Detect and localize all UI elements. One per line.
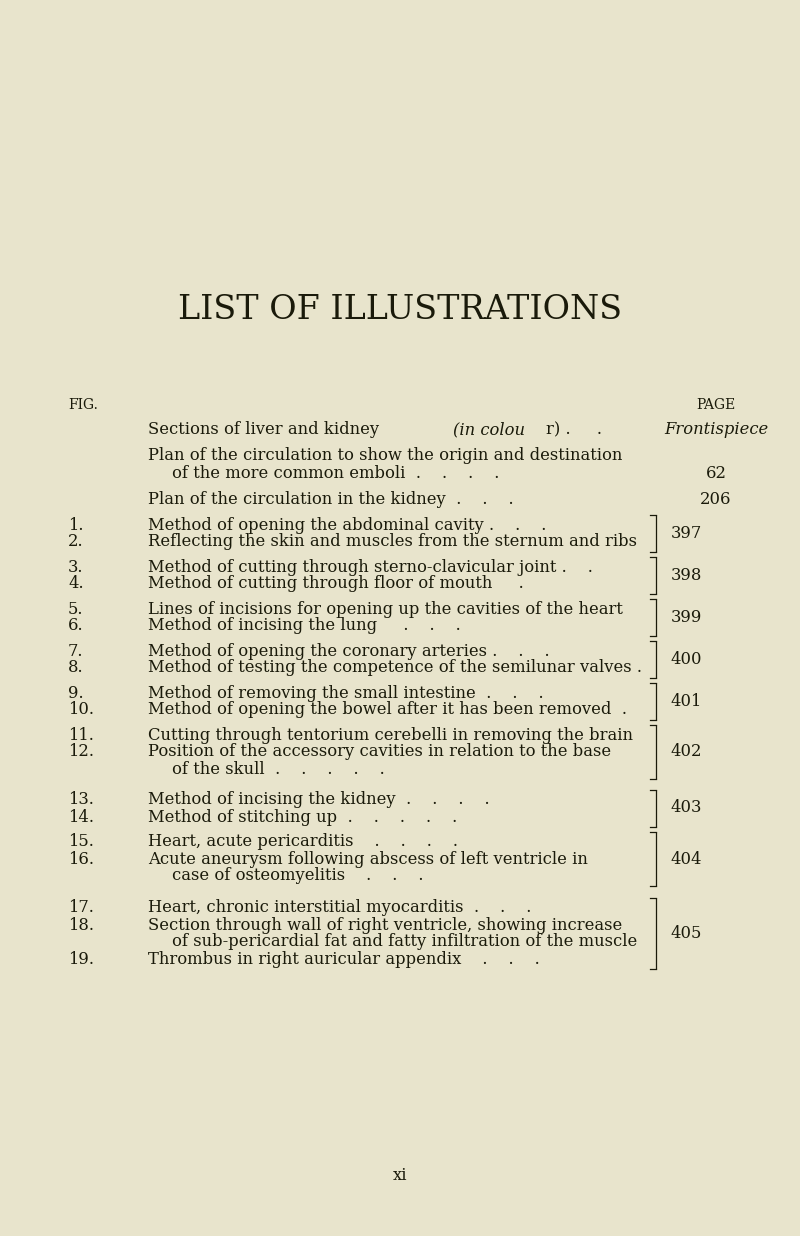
- Text: Method of cutting through floor of mouth     .: Method of cutting through floor of mouth…: [148, 576, 524, 592]
- Text: 19.: 19.: [68, 950, 94, 968]
- Text: 62: 62: [706, 466, 726, 482]
- Text: 8.: 8.: [68, 660, 84, 676]
- Text: 10.: 10.: [68, 702, 94, 718]
- Text: 7.: 7.: [68, 643, 83, 660]
- Text: Heart, chronic interstitial myocarditis  .    .    .: Heart, chronic interstitial myocarditis …: [148, 900, 531, 917]
- Text: 402: 402: [670, 744, 702, 760]
- Text: 2.: 2.: [68, 534, 84, 550]
- Text: Sections of liver and kidney: Sections of liver and kidney: [148, 421, 384, 439]
- Text: 4.: 4.: [68, 576, 84, 592]
- Text: LIST OF ILLUSTRATIONS: LIST OF ILLUSTRATIONS: [178, 294, 622, 326]
- Text: Lines of incisions for opening up the cavities of the heart: Lines of incisions for opening up the ca…: [148, 601, 623, 618]
- Text: 13.: 13.: [68, 791, 94, 808]
- Text: 403: 403: [670, 800, 702, 817]
- Text: 11.: 11.: [68, 727, 94, 744]
- Text: 400: 400: [670, 650, 702, 667]
- Text: Method of opening the bowel after it has been removed  .: Method of opening the bowel after it has…: [148, 702, 627, 718]
- Text: Method of removing the small intestine  .    .    .: Method of removing the small intestine .…: [148, 685, 544, 702]
- Text: 401: 401: [670, 692, 702, 709]
- Text: Method of opening the coronary arteries .    .    .: Method of opening the coronary arteries …: [148, 643, 550, 660]
- Text: 206: 206: [700, 491, 732, 508]
- Text: Method of incising the lung     .    .    .: Method of incising the lung . . .: [148, 618, 461, 634]
- Text: of the more common emboli  .    .    .    .: of the more common emboli . . . .: [172, 466, 499, 482]
- Text: 9.: 9.: [68, 685, 84, 702]
- Text: 404: 404: [670, 850, 702, 868]
- Text: r) .     .: r) . .: [546, 421, 602, 439]
- Text: case of osteomyelitis    .    .    .: case of osteomyelitis . . .: [172, 868, 423, 885]
- Text: Acute aneurysm following abscess of left ventricle in: Acute aneurysm following abscess of left…: [148, 850, 588, 868]
- Text: 5.: 5.: [68, 601, 83, 618]
- Text: Plan of the circulation in the kidney  .    .    .: Plan of the circulation in the kidney . …: [148, 491, 514, 508]
- Text: 18.: 18.: [68, 917, 94, 933]
- Text: PAGE: PAGE: [696, 398, 736, 412]
- Text: Cutting through tentorium cerebelli in removing the brain: Cutting through tentorium cerebelli in r…: [148, 727, 633, 744]
- Text: 405: 405: [670, 925, 702, 942]
- Text: Method of opening the abdominal cavity .    .    .: Method of opening the abdominal cavity .…: [148, 517, 546, 534]
- Text: 6.: 6.: [68, 618, 84, 634]
- Text: 14.: 14.: [68, 808, 94, 826]
- Text: 12.: 12.: [68, 744, 94, 760]
- Text: Method of cutting through sterno-clavicular joint .    .: Method of cutting through sterno-clavicu…: [148, 559, 593, 576]
- Text: 399: 399: [670, 608, 702, 625]
- Text: 1.: 1.: [68, 517, 83, 534]
- Text: Plan of the circulation to show the origin and destination: Plan of the circulation to show the orig…: [148, 447, 622, 465]
- Text: 398: 398: [670, 566, 702, 583]
- Text: 397: 397: [670, 524, 702, 541]
- Text: 17.: 17.: [68, 900, 94, 917]
- Text: 15.: 15.: [68, 833, 94, 850]
- Text: (in colou: (in colou: [453, 421, 525, 439]
- Text: Method of stitching up  .    .    .    .    .: Method of stitching up . . . . .: [148, 808, 458, 826]
- Text: Frontispiece: Frontispiece: [664, 421, 768, 439]
- Text: of the skull  .    .    .    .    .: of the skull . . . . .: [172, 760, 385, 777]
- Text: xi: xi: [393, 1167, 407, 1184]
- Text: FIG.: FIG.: [68, 398, 98, 412]
- Text: Reflecting the skin and muscles from the sternum and ribs: Reflecting the skin and muscles from the…: [148, 534, 637, 550]
- Text: Thrombus in right auricular appendix    .    .    .: Thrombus in right auricular appendix . .…: [148, 950, 540, 968]
- Text: 16.: 16.: [68, 850, 94, 868]
- Text: Method of incising the kidney  .    .    .    .: Method of incising the kidney . . . .: [148, 791, 490, 808]
- Text: 3.: 3.: [68, 559, 83, 576]
- Text: Method of testing the competence of the semilunar valves .: Method of testing the competence of the …: [148, 660, 642, 676]
- Text: of sub-pericardial fat and fatty infiltration of the muscle: of sub-pericardial fat and fatty infiltr…: [172, 933, 638, 950]
- Text: Position of the accessory cavities in relation to the base: Position of the accessory cavities in re…: [148, 744, 611, 760]
- Text: Heart, acute pericarditis    .    .    .    .: Heart, acute pericarditis . . . .: [148, 833, 458, 850]
- Text: Section through wall of right ventricle, showing increase: Section through wall of right ventricle,…: [148, 917, 622, 933]
